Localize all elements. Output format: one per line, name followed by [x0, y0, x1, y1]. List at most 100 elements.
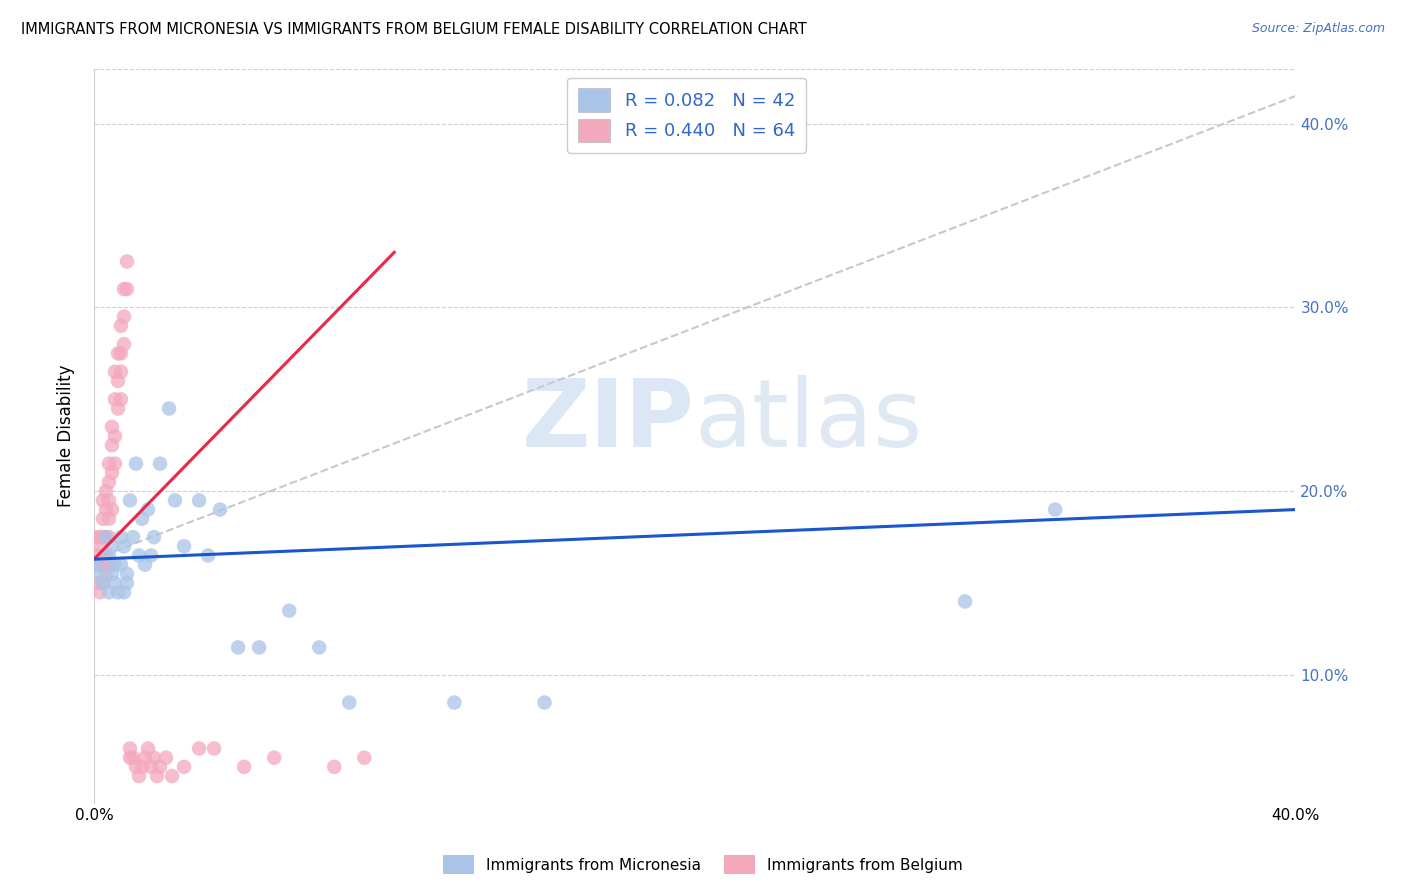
- Point: [139, 760, 162, 774]
- Point: [101, 539, 124, 553]
- Point: [94, 502, 117, 516]
- Text: ZIP: ZIP: [522, 376, 695, 467]
- Point: [128, 769, 150, 783]
- Point: [112, 282, 135, 296]
- Point: [122, 750, 145, 764]
- Point: [209, 502, 232, 516]
- Point: [89, 566, 111, 581]
- Point: [233, 760, 256, 774]
- Point: [278, 604, 301, 618]
- Y-axis label: Female Disability: Female Disability: [58, 365, 75, 508]
- Point: [107, 374, 129, 388]
- Point: [125, 760, 148, 774]
- Point: [197, 549, 219, 563]
- Point: [104, 576, 127, 591]
- Point: [115, 282, 138, 296]
- Point: [136, 502, 159, 516]
- Point: [97, 530, 120, 544]
- Point: [94, 530, 117, 544]
- Point: [118, 493, 141, 508]
- Point: [94, 530, 117, 544]
- Point: [97, 585, 120, 599]
- Point: [97, 475, 120, 489]
- Point: [86, 549, 108, 563]
- Point: [1043, 502, 1066, 516]
- Text: IMMIGRANTS FROM MICRONESIA VS IMMIGRANTS FROM BELGIUM FEMALE DISABILITY CORRELAT: IMMIGRANTS FROM MICRONESIA VS IMMIGRANTS…: [21, 22, 807, 37]
- Legend: R = 0.082   N = 42, R = 0.440   N = 64: R = 0.082 N = 42, R = 0.440 N = 64: [567, 78, 806, 153]
- Point: [110, 530, 132, 544]
- Point: [125, 457, 148, 471]
- Point: [188, 741, 211, 756]
- Point: [131, 512, 153, 526]
- Point: [91, 512, 114, 526]
- Point: [112, 585, 135, 599]
- Point: [107, 585, 129, 599]
- Text: atlas: atlas: [695, 376, 922, 467]
- Point: [101, 566, 124, 581]
- Point: [110, 392, 132, 407]
- Point: [97, 549, 120, 563]
- Point: [110, 318, 132, 333]
- Point: [115, 566, 138, 581]
- Point: [110, 346, 132, 360]
- Point: [226, 640, 249, 655]
- Point: [131, 760, 153, 774]
- Point: [104, 429, 127, 443]
- Point: [353, 750, 375, 764]
- Point: [86, 530, 108, 544]
- Point: [157, 401, 180, 416]
- Point: [110, 365, 132, 379]
- Point: [953, 594, 976, 608]
- Point: [136, 741, 159, 756]
- Text: Source: ZipAtlas.com: Source: ZipAtlas.com: [1251, 22, 1385, 36]
- Point: [128, 549, 150, 563]
- Point: [97, 512, 120, 526]
- Point: [247, 640, 270, 655]
- Point: [91, 493, 114, 508]
- Point: [91, 558, 114, 572]
- Point: [118, 741, 141, 756]
- Point: [149, 760, 172, 774]
- Point: [112, 310, 135, 324]
- Point: [149, 457, 172, 471]
- Point: [160, 769, 183, 783]
- Point: [163, 493, 186, 508]
- Point: [143, 750, 166, 764]
- Point: [188, 493, 211, 508]
- Point: [89, 539, 111, 553]
- Point: [104, 365, 127, 379]
- Point: [308, 640, 330, 655]
- Point: [533, 696, 555, 710]
- Point: [146, 769, 169, 783]
- Point: [86, 558, 108, 572]
- Point: [115, 576, 138, 591]
- Legend: Immigrants from Micronesia, Immigrants from Belgium: Immigrants from Micronesia, Immigrants f…: [437, 849, 969, 880]
- Point: [94, 484, 117, 499]
- Point: [134, 558, 156, 572]
- Point: [101, 420, 124, 434]
- Point: [173, 760, 195, 774]
- Point: [110, 558, 132, 572]
- Point: [91, 576, 114, 591]
- Point: [89, 558, 111, 572]
- Point: [97, 558, 120, 572]
- Point: [97, 457, 120, 471]
- Point: [202, 741, 225, 756]
- Point: [173, 539, 195, 553]
- Point: [115, 254, 138, 268]
- Point: [101, 502, 124, 516]
- Point: [107, 346, 129, 360]
- Point: [112, 539, 135, 553]
- Point: [155, 750, 177, 764]
- Point: [89, 530, 111, 544]
- Point: [91, 576, 114, 591]
- Point: [134, 750, 156, 764]
- Point: [104, 558, 127, 572]
- Point: [86, 576, 108, 591]
- Point: [118, 750, 141, 764]
- Point: [91, 530, 114, 544]
- Point: [443, 696, 465, 710]
- Point: [337, 696, 360, 710]
- Point: [122, 530, 145, 544]
- Point: [104, 457, 127, 471]
